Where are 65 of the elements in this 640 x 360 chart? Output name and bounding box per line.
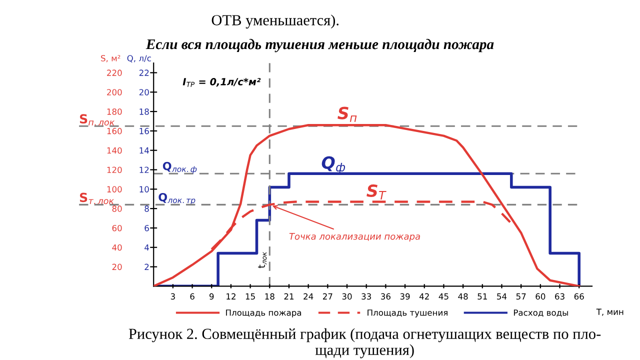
x-tick-label: 18: [265, 293, 274, 300]
x-tick-label: 66: [574, 293, 584, 300]
legend-label: Расход воды: [514, 310, 568, 317]
x-tick-label: 51: [478, 293, 487, 300]
y2-tick-label: 2: [144, 264, 149, 270]
x-tick-label: 27: [322, 293, 332, 300]
y2-tick-label: 4: [144, 244, 149, 251]
legend-label: Площадь пожара: [226, 310, 302, 318]
x-tick-label: 21: [284, 293, 294, 300]
y-tick-label: 60: [112, 224, 122, 232]
annotation: Q$_{ф}$: [322, 156, 346, 174]
x-axis-title: T, мин: [596, 308, 624, 316]
y-tick-label: 160: [107, 128, 122, 134]
x-tick-label: 45: [438, 293, 448, 300]
line-series: [154, 124, 580, 286]
text: Рисунок 2. Совмещённый график (подача огнетушащих веществ по пло- щади тушения): [128, 328, 601, 358]
text: ОТВ уменьшается).: [212, 14, 338, 28]
annotation: I$_{ТР}$ = 0,1л/с*м²: [182, 78, 261, 87]
x-tick-label: 9: [209, 293, 214, 300]
ref-line-label: S$_{т.лок}$: [80, 192, 114, 204]
y-tick-label: 40: [112, 244, 122, 251]
y-tick-label: 220: [107, 70, 122, 76]
line-series: [210, 200, 512, 250]
x-tick-label: 15: [246, 293, 255, 300]
ref-line-label: S$_{п.лок}$: [80, 114, 115, 126]
y2-tick-label: 18: [140, 108, 149, 115]
annotation: S$_{п}$: [338, 106, 357, 122]
annotation: S$_{Т}$: [366, 184, 386, 200]
chart-title: Если вся площадь тушения меньше площади пожара: [146, 38, 494, 52]
x-tick-label: 57: [516, 293, 526, 300]
y-tick-label: 140: [107, 147, 122, 154]
x-tick-label: 12: [226, 293, 236, 300]
y-tick-label: 120: [107, 166, 122, 174]
x-tick-label: 60: [536, 293, 546, 300]
x-tick-label: 6: [190, 293, 194, 300]
ref-line-label: t$_{лок}$: [258, 252, 267, 268]
y2-tick-label: 10: [140, 186, 149, 192]
y-tick-label: 80: [112, 206, 122, 212]
y2-tick-label: 20: [139, 89, 149, 96]
y-tick-label: 180: [107, 108, 122, 115]
y2-tick-label: 12: [140, 166, 149, 173]
y-axis-title: S, м²: [101, 55, 120, 62]
y-tick-label: 20: [112, 264, 122, 270]
x-tick-label: 48: [458, 293, 468, 300]
y2-tick-label: 6: [144, 224, 149, 232]
y-tick-label: 200: [107, 89, 122, 96]
x-tick-label: 39: [400, 293, 410, 300]
x-tick-label: 42: [419, 293, 429, 300]
ref-line-label: Q$_{лок.ф}$: [162, 162, 197, 174]
x-tick-label: 36: [381, 293, 390, 300]
y2-tick-label: 16: [140, 128, 149, 134]
x-tick-label: 3: [170, 293, 175, 300]
x-tick-label: 24: [304, 293, 314, 300]
x-tick-label: 30: [342, 293, 352, 300]
y2-axis-title: Q, л/с: [127, 55, 151, 62]
y2-tick-label: 14: [140, 147, 149, 154]
y2-tick-label: 8: [144, 206, 149, 212]
annotation: Q$_{лок.тр}$: [158, 192, 196, 205]
annotation: Точка локализации пожара: [289, 233, 420, 242]
y2-tick-label: 22: [139, 70, 149, 76]
x-tick-label: 33: [362, 293, 371, 300]
x-tick-label: 54: [497, 293, 507, 300]
y-tick-label: 100: [107, 186, 122, 192]
x-tick-label: 63: [555, 293, 564, 300]
legend-label: Площадь тушения: [368, 310, 448, 318]
